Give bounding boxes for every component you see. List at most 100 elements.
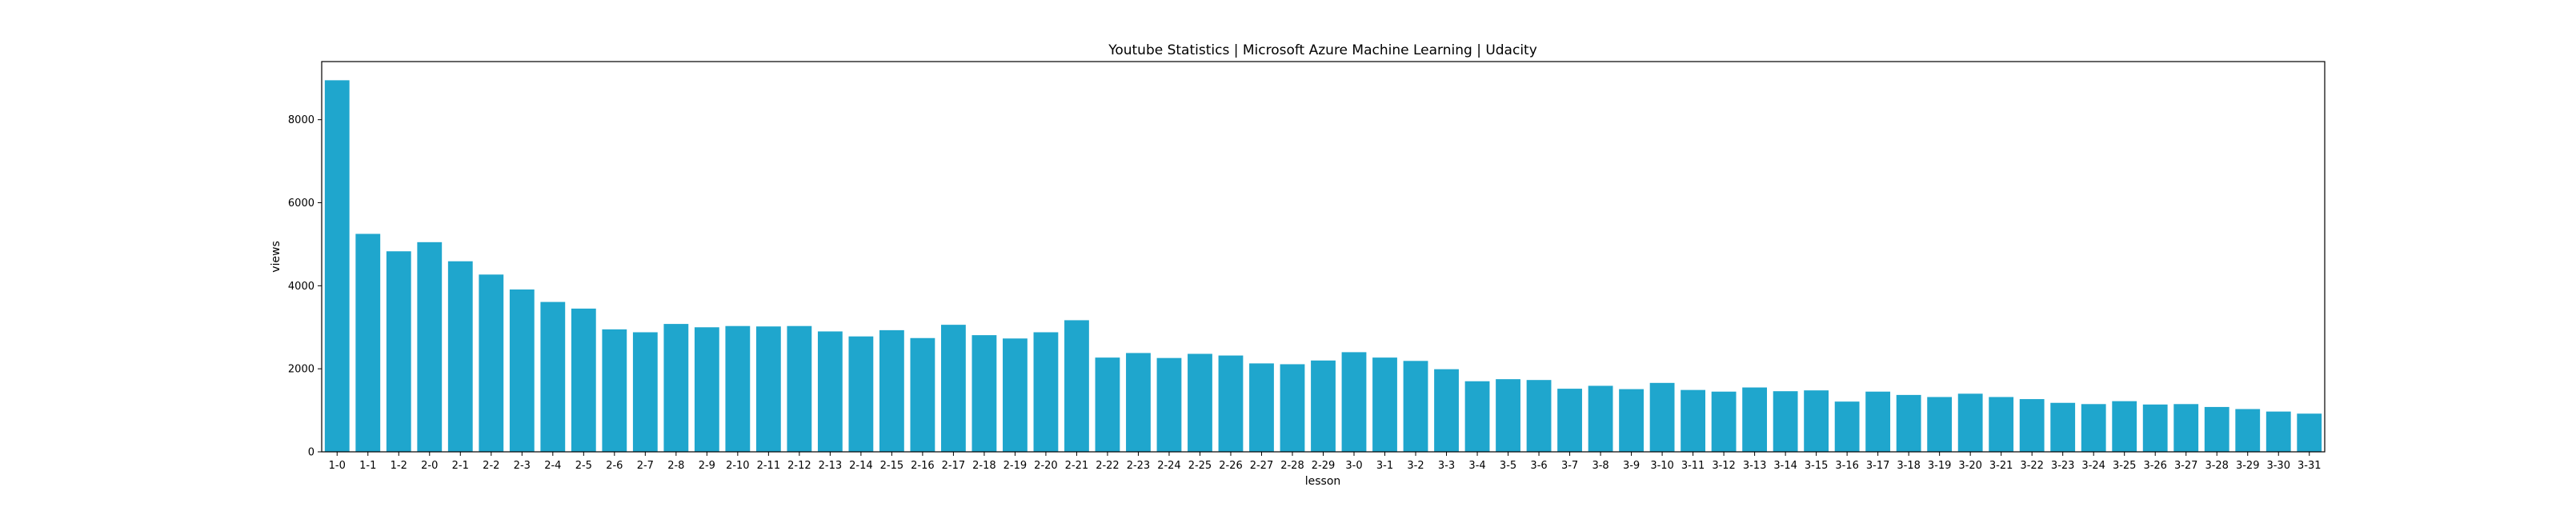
x-tick-label-2-19: 2-19 [1004,460,1028,472]
bar-2-23 [1126,353,1151,452]
bar-3-15 [1804,390,1829,452]
x-axis: 1-0 1-1 1-2 2-0 2-1 2-2 2-3 2-4 2-5 2-6 2-7 2-8 2-9 2… [329,452,2322,472]
bar-3-1 [1372,357,1397,452]
bar-3-26 [2142,404,2168,452]
bar-3-0 [1341,352,1367,452]
bar-3-3 [1434,369,1459,452]
x-tick-label-3-14: 3-14 [1773,460,1797,472]
x-tick-label-2-10: 2-10 [726,460,750,472]
bar-3-11 [1681,389,1705,452]
x-tick-label-2-26: 2-26 [1219,460,1243,472]
bar-2-24 [1156,357,1182,452]
x-tick-label-3-1: 3-1 [1376,460,1393,472]
bar-3-4 [1464,381,1490,452]
chart-title: Youtube Statistics | Microsoft Azure Mac… [1108,42,1537,58]
x-tick-label-3-29: 3-29 [2236,460,2260,472]
bar-3-17 [1865,391,1891,452]
bars-group [324,80,2322,453]
bar-3-5 [1496,379,1520,452]
x-tick-label-3-5: 3-5 [1500,460,1516,472]
y-tick-label-4000: 4000 [288,281,314,293]
bar-2-21 [1064,320,1089,452]
bar-2-25 [1188,353,1212,452]
x-tick-label-3-19: 3-19 [1928,460,1952,472]
x-tick-label-2-3: 2-3 [514,460,531,472]
y-tick-label-6000: 6000 [288,198,314,210]
x-tick-label-2-13: 2-13 [819,460,843,472]
x-tick-label-2-16: 2-16 [911,460,935,472]
bar-2-26 [1218,355,1244,452]
bar-2-10 [725,325,751,452]
bar-2-7 [632,332,658,452]
x-tick-label-2-27: 2-27 [1250,460,1274,472]
x-tick-label-3-7: 3-7 [1561,460,1578,472]
x-tick-label-2-7: 2-7 [637,460,654,472]
bar-2-13 [817,331,843,452]
x-tick-label-3-31: 3-31 [2298,460,2322,472]
bar-2-9 [694,327,719,452]
bar-3-13 [1742,387,1768,452]
bar-2-4 [540,301,566,452]
bar-3-21 [1989,397,2014,452]
x-tick-label-2-22: 2-22 [1096,460,1120,472]
x-tick-label-2-2: 2-2 [483,460,499,472]
bar-1-0 [324,80,350,453]
x-tick-label-2-29: 2-29 [1312,460,1336,472]
bar-3-7 [1557,389,1582,452]
bar-2-17 [941,325,966,452]
x-tick-label-3-9: 3-9 [1623,460,1640,472]
x-tick-label-2-15: 2-15 [880,460,904,472]
bar-3-16 [1834,401,1860,452]
x-tick-label-3-13: 3-13 [1743,460,1767,472]
x-tick-label-3-15: 3-15 [1805,460,1829,472]
bar-3-23 [2050,402,2076,452]
x-tick-label-3-18: 3-18 [1897,460,1921,472]
bar-3-22 [2019,399,2045,452]
bar-3-28 [2204,406,2229,452]
x-tick-label-2-6: 2-6 [606,460,623,472]
x-tick-label-3-30: 3-30 [2266,460,2290,472]
bar-3-18 [1896,394,1921,452]
bar-2-29 [1311,360,1336,452]
x-tick-label-2-0: 2-0 [421,460,438,472]
bar-2-1 [447,261,473,452]
x-tick-label-2-14: 2-14 [849,460,873,472]
x-tick-label-3-28: 3-28 [2205,460,2229,472]
x-tick-label-3-26: 3-26 [2143,460,2167,472]
bar-2-8 [663,324,689,452]
bar-2-16 [910,337,935,452]
y-tick-label-2000: 2000 [288,364,314,376]
x-tick-label-3-25: 3-25 [2113,460,2137,472]
bar-3-9 [1619,389,1644,452]
x-tick-label-2-9: 2-9 [699,460,715,472]
x-tick-label-2-28: 2-28 [1280,460,1304,472]
bar-3-25 [2112,401,2137,452]
plot-frame [321,61,2326,453]
x-tick-label-3-3: 3-3 [1438,460,1455,472]
bar-2-3 [509,289,535,452]
x-tick-label-3-8: 3-8 [1592,460,1608,472]
x-tick-label-3-6: 3-6 [1530,460,1547,472]
x-tick-label-3-17: 3-17 [1866,460,1890,472]
bar-3-12 [1711,391,1737,452]
x-tick-label-2-25: 2-25 [1188,460,1212,472]
bar-3-31 [2297,413,2322,452]
x-tick-label-3-4: 3-4 [1468,460,1485,472]
y-axis: 0 2000 4000 6000 8000 [288,114,322,459]
bar-3-19 [1927,397,1953,452]
x-tick-label-2-1: 2-1 [452,460,469,472]
bar-2-6 [602,329,627,452]
bar-3-10 [1649,382,1675,452]
bar-2-20 [1033,332,1059,452]
x-tick-label-3-22: 3-22 [2020,460,2044,472]
bar-1-2 [386,251,411,452]
bar-2-22 [1095,357,1120,452]
bar-3-24 [2081,404,2106,452]
x-tick-label-2-18: 2-18 [972,460,996,472]
x-tick-label-1-0: 1-0 [329,460,346,472]
x-tick-label-3-0: 3-0 [1345,460,1362,472]
x-tick-label-2-24: 2-24 [1157,460,1181,472]
x-tick-label-2-11: 2-11 [757,460,781,472]
bar-2-11 [755,326,781,452]
